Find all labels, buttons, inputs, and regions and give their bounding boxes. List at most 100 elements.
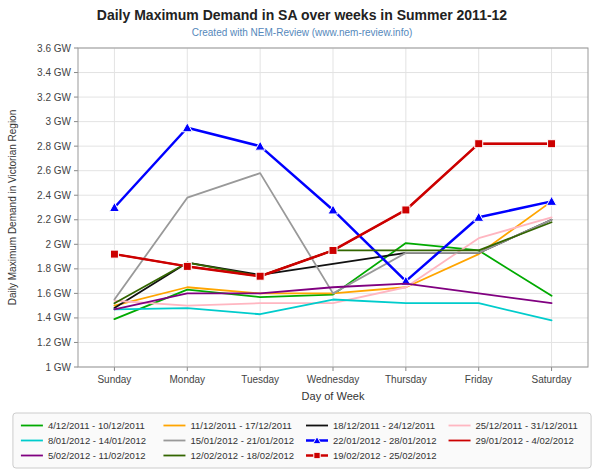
y-tick-label: 2.2 GW — [37, 214, 71, 225]
legend-item: 8/01/2012 - 14/01/2012 — [21, 435, 146, 446]
legend-item: 29/01/2012 - 4/02/2012 — [449, 435, 574, 446]
marker — [256, 272, 264, 280]
y-tick-label: 2.4 GW — [37, 190, 71, 201]
y-tick — [74, 317, 78, 318]
marker — [255, 141, 265, 150]
y-tick-label: 1.2 GW — [37, 337, 71, 348]
series-line — [114, 144, 551, 277]
legend-swatch — [21, 440, 43, 442]
legend-swatch — [449, 440, 471, 442]
series — [114, 222, 551, 303]
legend-swatch — [163, 425, 185, 427]
y-tick — [74, 293, 78, 294]
marker — [110, 250, 118, 258]
series-line — [114, 144, 551, 277]
legend-swatch — [21, 425, 43, 427]
marker — [109, 203, 119, 212]
x-tick — [187, 367, 188, 371]
title: Daily Maximum Demand in SA over weeks in… — [97, 7, 508, 23]
series — [109, 123, 556, 285]
legend-label: 8/01/2012 - 14/01/2012 — [48, 435, 146, 446]
x-tick-label: Thursday — [385, 374, 427, 385]
x-tick — [405, 367, 406, 371]
series — [114, 144, 551, 277]
legend-item: 5/02/2012 - 11/02/2012 — [21, 450, 146, 461]
legend: 4/12/2011 - 10/12/201111/12/2011 - 17/12… — [13, 413, 591, 468]
x-tick-label: Saturday — [532, 374, 572, 385]
legend-label: 25/12/2011 - 31/12/2011 — [476, 420, 578, 431]
series-line — [114, 201, 551, 305]
legend-label: 5/02/2012 - 11/02/2012 — [48, 450, 146, 461]
x-grid-line — [187, 48, 188, 367]
y-tick — [74, 97, 78, 98]
legend-item: 25/12/2011 - 31/12/2011 — [449, 420, 578, 431]
legend-swatch — [449, 425, 471, 427]
legend-label: 22/01/2012 - 28/01/2012 — [333, 435, 437, 446]
y-tick — [74, 146, 78, 147]
legend-item: 15/01/2012 - 21/01/2012 — [163, 435, 294, 446]
y-tick — [74, 72, 78, 73]
y-tick-label: 1.4 GW — [37, 312, 71, 323]
legend-item: 4/12/2011 - 10/12/2011 — [21, 420, 145, 431]
plot-frame — [78, 48, 588, 367]
marker — [182, 123, 192, 132]
legend-label: 19/02/2012 - 25/02/2012 — [333, 450, 437, 461]
legend-swatch — [306, 425, 328, 427]
y-tick — [74, 244, 78, 245]
series-line — [114, 128, 551, 281]
y-tick-label: 1.6 GW — [37, 288, 71, 299]
legend-item: 12/02/2012 - 18/02/2012 — [163, 450, 294, 461]
x-tick — [333, 367, 334, 371]
y-tick — [74, 121, 78, 122]
y-tick-label: 2.8 GW — [37, 141, 71, 152]
legend-marker — [313, 437, 321, 444]
x-tick — [114, 367, 115, 371]
grid — [78, 48, 588, 367]
series-line — [114, 173, 551, 299]
y-tick — [74, 195, 78, 196]
y-tick-label: 2.6 GW — [37, 165, 71, 176]
legend-label: 15/01/2012 - 21/01/2012 — [190, 435, 294, 446]
legend-label: 12/02/2012 - 18/02/2012 — [190, 450, 294, 461]
marker — [547, 196, 557, 205]
chart: Daily Maximum Demand in SA over weeks in… — [0, 0, 604, 474]
marker — [328, 205, 338, 214]
legend-label: 29/01/2012 - 4/02/2012 — [476, 435, 574, 446]
y-tick-label: 3 GW — [45, 116, 71, 127]
legend-swatch — [163, 440, 185, 442]
x-grid-line — [260, 48, 261, 367]
legend-marker — [314, 452, 320, 458]
legend-swatch — [21, 455, 43, 457]
legend-item: 22/01/2012 - 28/01/2012 — [306, 435, 437, 446]
x-axis-label: Day of Week — [302, 390, 365, 402]
legend-swatch — [163, 455, 185, 457]
x-tick — [260, 367, 261, 371]
series — [114, 201, 551, 305]
series — [114, 173, 551, 299]
x-tick — [551, 367, 552, 371]
series — [114, 300, 551, 321]
marker — [475, 140, 483, 148]
marker — [329, 246, 337, 254]
data — [109, 123, 556, 321]
legend-frame — [13, 413, 591, 468]
series — [114, 284, 551, 310]
y-tick-label: 3.2 GW — [37, 92, 71, 103]
x-grid-line — [478, 48, 479, 367]
marker — [474, 212, 484, 221]
y-tick — [74, 268, 78, 269]
y-tick — [74, 367, 78, 368]
series-line — [114, 284, 551, 310]
legend-item: 19/02/2012 - 25/02/2012 — [306, 450, 437, 461]
y-tick — [74, 219, 78, 220]
axes: 1 GW1.2 GW1.4 GW1.6 GW1.8 GW2 GW2.2 GW2.… — [37, 43, 588, 386]
marker — [402, 206, 410, 214]
series-line — [114, 300, 551, 321]
series — [110, 140, 555, 281]
legend-item: 18/12/2011 - 24/12/2011 — [306, 420, 435, 431]
marker — [183, 262, 191, 270]
legend-label: 18/12/2011 - 24/12/2011 — [333, 420, 435, 431]
y-tick-label: 2 GW — [45, 239, 71, 250]
y-axis-label: Daily Maximum Demand in Victorian Region — [7, 110, 18, 305]
x-tick-label: Friday — [465, 374, 493, 385]
